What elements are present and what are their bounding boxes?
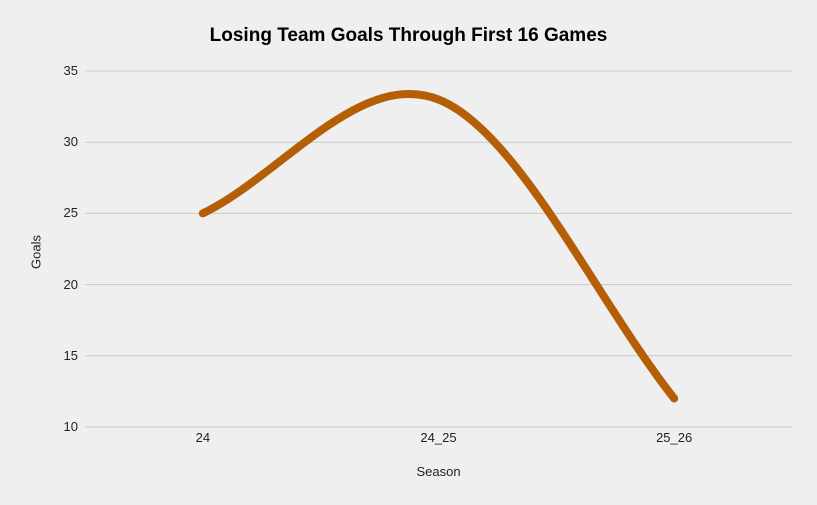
y-tick-label: 15: [63, 347, 78, 363]
x-axis-title: Season: [416, 464, 461, 479]
y-tick-label: 25: [63, 205, 78, 221]
line-series: [198, 90, 679, 403]
y-tick-label: 10: [63, 419, 78, 434]
chart-title: Losing Team Goals Through First 16 Games: [209, 25, 608, 46]
y-axis-title: Goals: [28, 235, 44, 269]
y-tick-label: 20: [63, 276, 78, 292]
y-tick-label: 30: [63, 134, 78, 150]
x-tick-label: 24: [195, 430, 211, 445]
x-tick-label: 25_26: [656, 430, 693, 445]
gridlines: [85, 70, 792, 428]
y-tick-label: 35: [63, 63, 78, 78]
x-tick-label: 24_25: [420, 430, 457, 445]
